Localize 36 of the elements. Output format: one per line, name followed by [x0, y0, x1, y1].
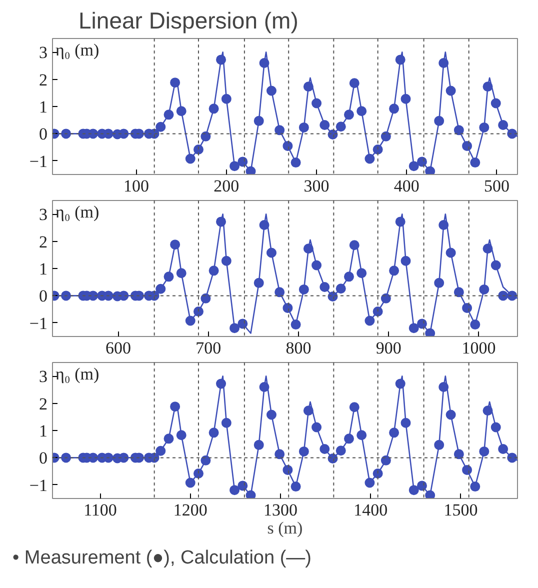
y-axis-title: η₀ (m) — [56, 202, 100, 222]
x-tick-label: 800 — [286, 338, 312, 358]
x-axis-title: s (m) — [267, 518, 303, 538]
y-tick-label: 2 — [39, 394, 48, 414]
x-tick-label: 900 — [376, 338, 402, 358]
x-tick-label: 100 — [124, 176, 150, 196]
x-tick-label: 1200 — [173, 500, 208, 520]
y-tick-label: 3 — [39, 367, 48, 386]
y-tick-label: −1 — [29, 152, 48, 171]
x-tick-label: 1400 — [354, 500, 388, 520]
text: • Measurement (●), Calculation (—) — [12, 548, 312, 568]
y-tick-label: 1 — [39, 98, 48, 116]
x-tick-label: 400 — [394, 176, 420, 196]
x-tick-label: 1100 — [84, 500, 117, 520]
x-tick-label: 1000 — [462, 338, 496, 358]
x-tick-label: 200 — [214, 176, 240, 196]
y-tick-label: 3 — [39, 43, 48, 62]
x-tick-label: 600 — [106, 338, 132, 358]
x-tick-label: 1500 — [444, 500, 478, 520]
y-tick-label: 2 — [39, 70, 48, 90]
x-tick-label: 500 — [484, 176, 510, 196]
y-axis-title: η₀ (m) — [56, 40, 100, 60]
y-tick-label: −1 — [29, 314, 48, 333]
y-tick-label: 3 — [39, 205, 48, 224]
y-axis-title: η₀ (m) — [56, 364, 100, 384]
y-tick-label: 2 — [39, 232, 48, 252]
y-tick-label: 1 — [39, 422, 48, 440]
x-tick-label: 700 — [196, 338, 222, 358]
y-tick-label: 0 — [39, 124, 48, 144]
x-tick-label: 1300 — [263, 500, 298, 520]
y-tick-label: −1 — [29, 476, 48, 495]
chart-title: Linear Dispersion (m) — [78, 8, 298, 34]
x-tick-label: 300 — [304, 176, 330, 196]
y-tick-label: 1 — [39, 260, 48, 278]
y-tick-label: 0 — [39, 448, 48, 468]
y-tick-label: 0 — [39, 286, 48, 306]
